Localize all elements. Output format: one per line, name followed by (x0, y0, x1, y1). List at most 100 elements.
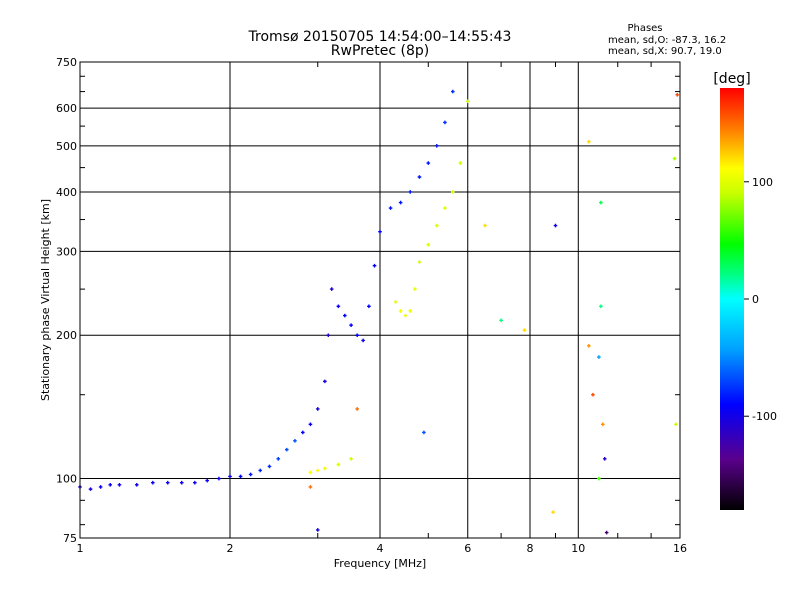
phases-line-o: mean, sd,O: -87.3, 16.2 (608, 35, 726, 46)
colorbar-ticks: 100 0 -100 (744, 176, 777, 423)
data-point-O (179, 480, 184, 485)
data-point-O (372, 263, 377, 268)
data-point-scattered (587, 139, 591, 144)
data-point-scattered (591, 392, 595, 397)
y-tick-label: 400 (56, 186, 77, 199)
data-point-O (134, 483, 139, 487)
data-point-scattered (422, 430, 426, 435)
data-point-O (434, 144, 439, 148)
data-point-O (326, 333, 331, 338)
data-point-X (443, 206, 447, 210)
data-point-O (267, 464, 272, 469)
data-point-O (228, 474, 232, 479)
data-point-O (151, 480, 155, 485)
data-point-X (403, 313, 408, 318)
data-point-O (165, 480, 170, 485)
data-point-O (408, 190, 413, 194)
data-point-O (426, 161, 431, 165)
data-point-scattered (355, 407, 359, 411)
data-point-scattered (553, 223, 558, 228)
data-point-scattered (674, 422, 678, 427)
data-point-X (323, 466, 327, 471)
data-point-O (98, 485, 103, 489)
data-point-scattered (602, 457, 607, 461)
data-point-O (367, 304, 371, 309)
y-axis-label: Stationary phase Virtual Height [km] (39, 199, 52, 401)
data-point-O (329, 287, 334, 291)
data-point-scattered (599, 304, 603, 309)
x-tick-label: 2 (227, 542, 234, 555)
data-point-X (426, 242, 431, 247)
data-point-scattered (604, 530, 609, 535)
data-point-O (336, 304, 341, 309)
data-point-scattered (597, 476, 601, 481)
data-point-X (417, 260, 422, 264)
data-point-scattered (597, 355, 601, 359)
data-point-scattered (601, 422, 605, 427)
data-point-scattered (308, 485, 313, 489)
data-point-O (217, 476, 221, 481)
x-tick-label: 16 (673, 542, 687, 555)
data-point-O (301, 430, 305, 435)
colorbar (720, 88, 744, 510)
data-point-scattered (587, 344, 591, 348)
data-point-X (308, 470, 313, 475)
plot-frame (79, 61, 681, 539)
data-point-O (355, 333, 359, 338)
x-axis-label: Frequency [MHz] (334, 557, 426, 570)
data-point-O (308, 422, 313, 427)
y-tick-label: 200 (56, 329, 77, 342)
data-point-O (284, 447, 289, 452)
chart-subtitle: RwPretec (8p) (331, 43, 429, 59)
data-point-O (343, 313, 347, 318)
y-tick-label: 600 (56, 102, 77, 115)
colorbar-tick-label: 100 (752, 176, 773, 189)
x-tick-label: 10 (571, 542, 585, 555)
y-tick-label: 75 (63, 532, 77, 545)
data-point-scattered (499, 318, 503, 323)
data-point-O (205, 478, 209, 483)
x-tick-label: 6 (464, 542, 471, 555)
x-tick-label: 1 (77, 542, 84, 555)
data-point-X (465, 99, 470, 104)
data-point-O (417, 175, 422, 179)
y-tick-label: 750 (56, 56, 77, 69)
data-point-O (248, 472, 253, 477)
phases-line-x: mean, sd,X: 90.7, 19.0 (608, 46, 722, 57)
data-point-scattered (672, 156, 677, 161)
data-point-O (378, 229, 382, 234)
chart-title: Tromsø 20150705 14:54:00–14:55:43 (248, 29, 512, 45)
data-point-X (349, 457, 353, 461)
colorbar-tick-label: -100 (752, 410, 777, 423)
data-point-X (451, 190, 455, 194)
data-point-O (349, 323, 353, 327)
data-point-O (238, 474, 243, 479)
data-point-O (293, 439, 297, 443)
data-point-O (398, 200, 403, 205)
data-point-X (434, 223, 439, 228)
colorbar-label: [deg] (713, 71, 750, 87)
data-point-X (393, 300, 398, 304)
data-point-O (108, 483, 113, 487)
colorbar-tick-label: 0 (752, 293, 759, 306)
data-point-X (336, 462, 341, 467)
data-point-X (398, 309, 403, 313)
data-point-O (193, 480, 197, 485)
data-point-O (388, 206, 393, 210)
data-point-scattered (551, 510, 555, 514)
x-tick-label: 4 (377, 542, 384, 555)
y-tick-label: 100 (56, 473, 77, 486)
data-point-O (315, 407, 320, 411)
data-point-scattered (315, 528, 320, 532)
data-point-O (88, 487, 93, 491)
data-point-scattered (483, 223, 487, 228)
data-point-O (443, 120, 447, 125)
data-point-scattered (675, 92, 680, 97)
y-tick-label: 300 (56, 245, 77, 258)
data-point-X (315, 468, 320, 473)
data-point-X (413, 287, 417, 291)
data-point-scattered (599, 200, 603, 205)
data-point-O (117, 483, 122, 487)
